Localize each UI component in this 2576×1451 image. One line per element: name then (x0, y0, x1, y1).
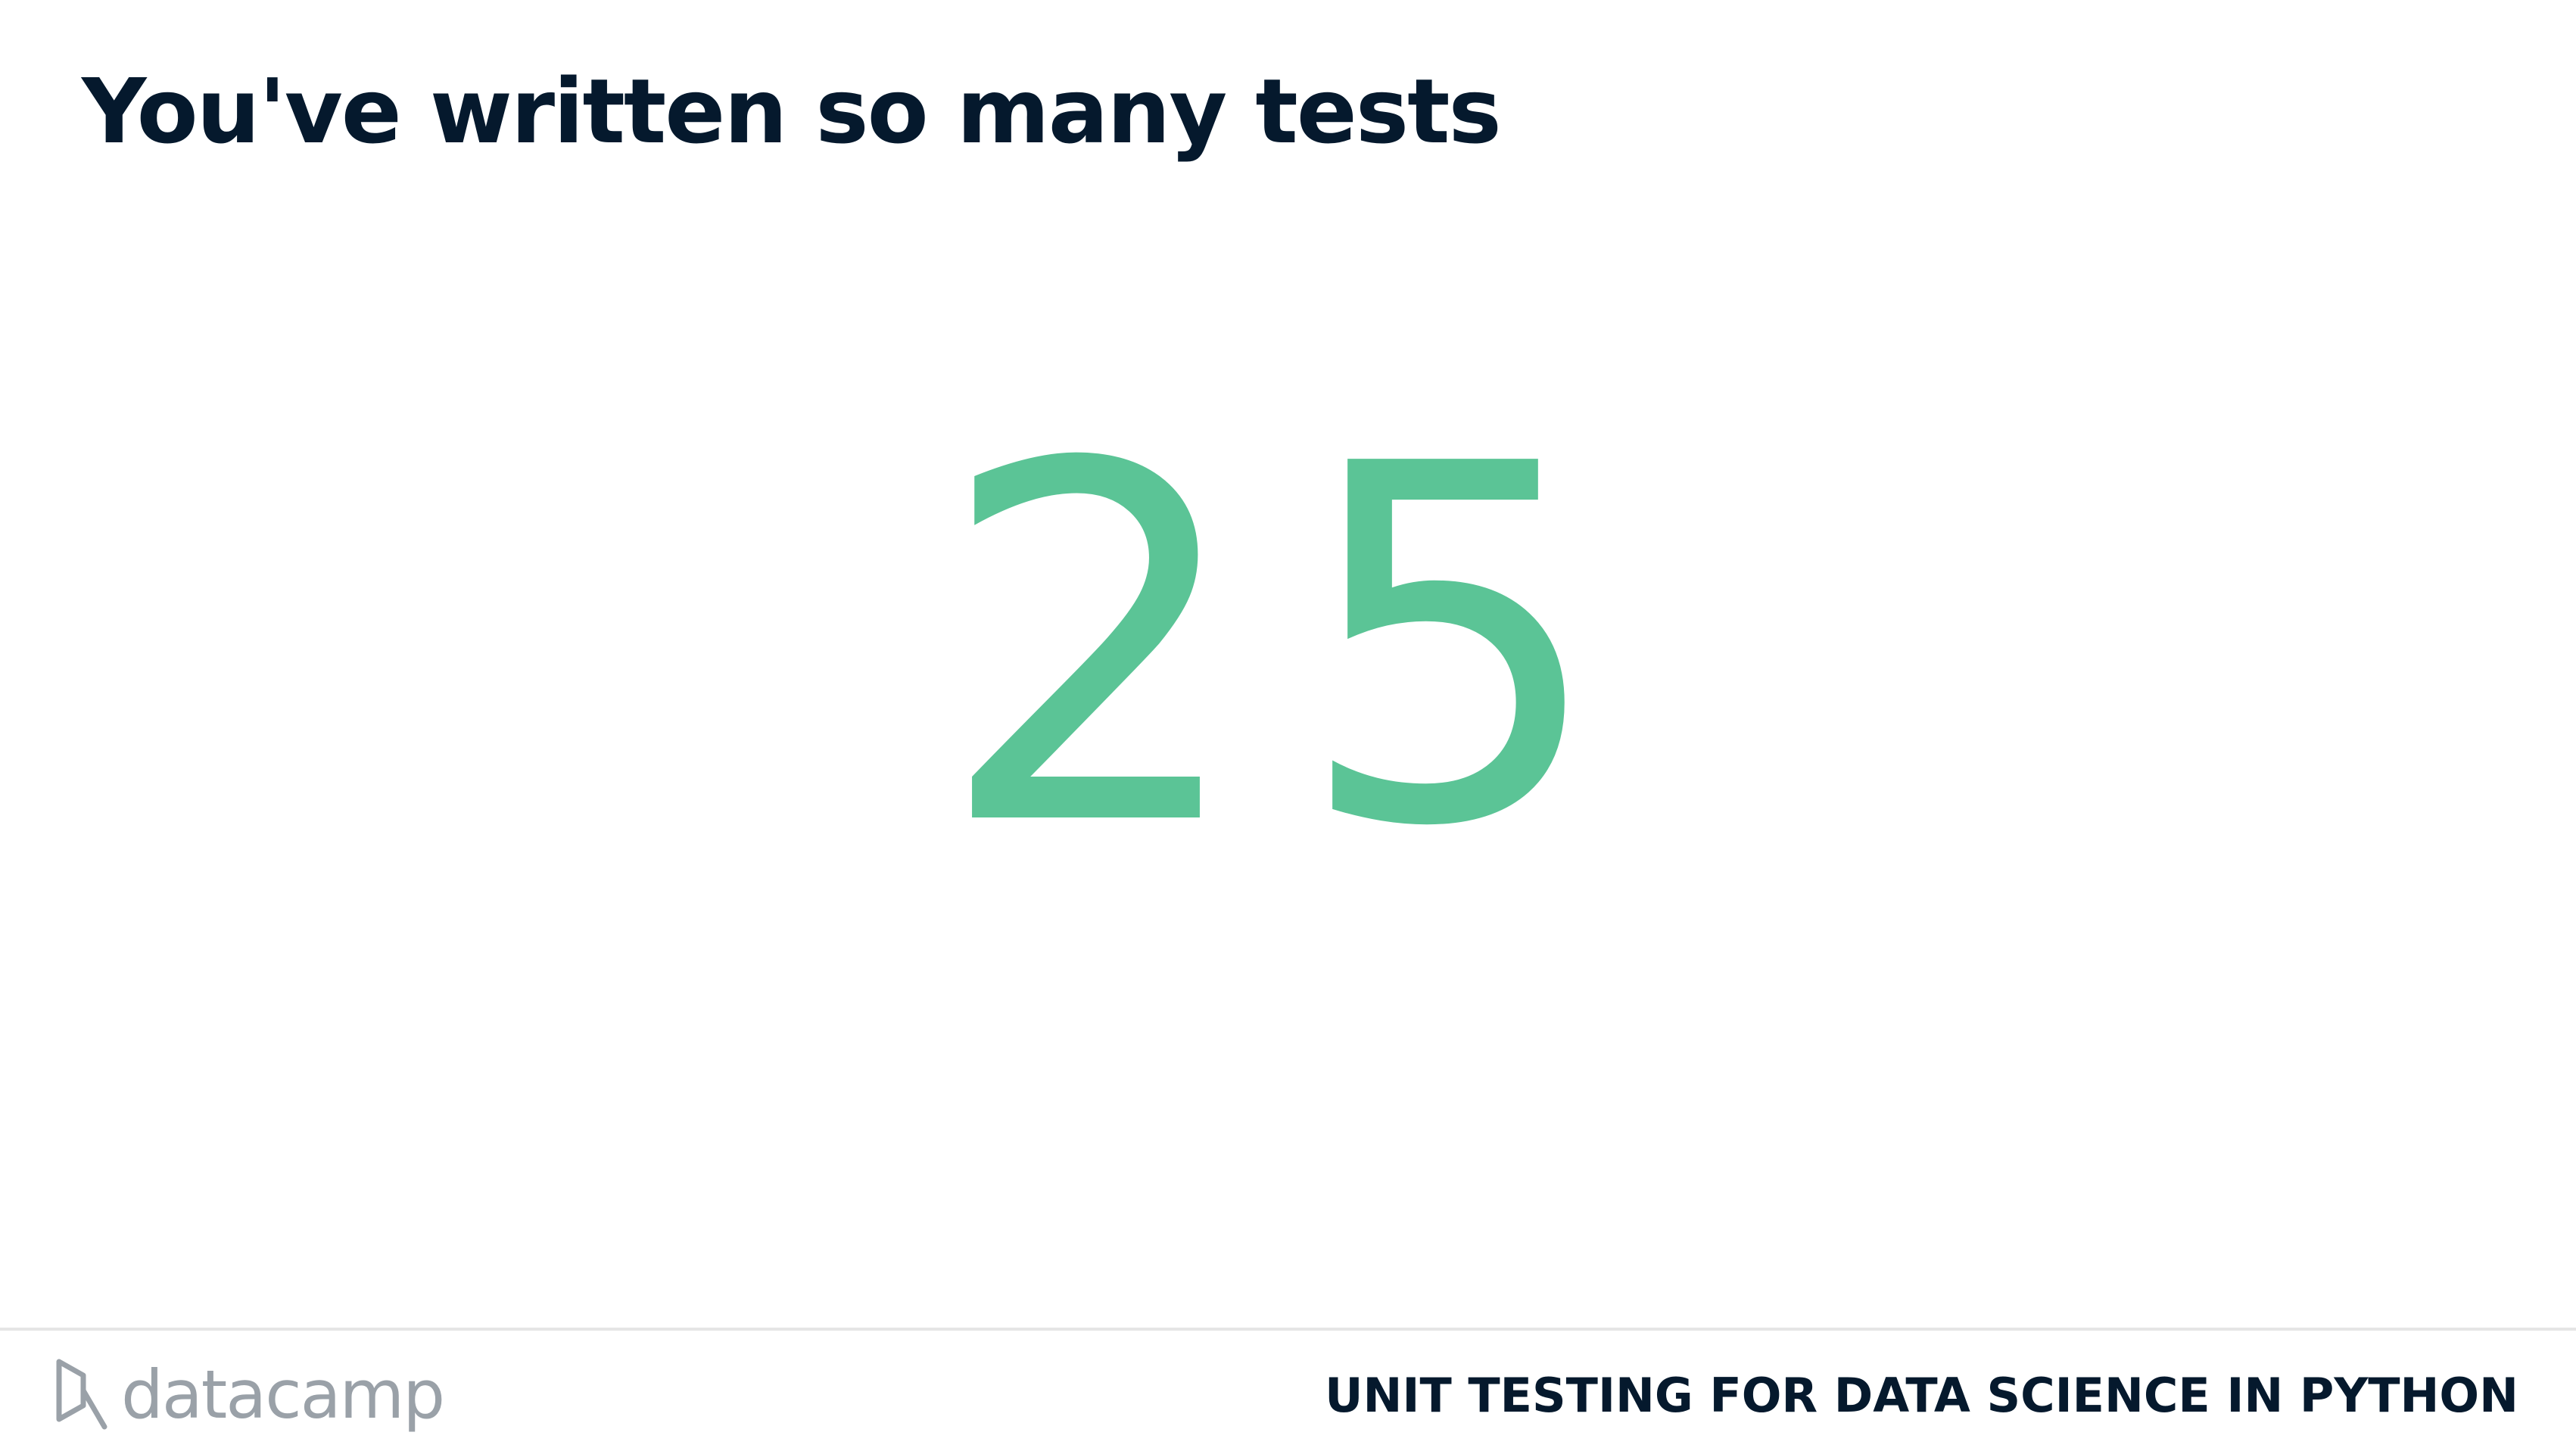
test-count-figure: 25 (969, 447, 1620, 848)
course-title: UNIT TESTING FOR DATA SCIENCE IN PYTHON (1325, 1368, 2518, 1423)
footer-divider (0, 1328, 2576, 1331)
test-count: 25 (969, 447, 1620, 848)
brand-name: datacamp (121, 1356, 445, 1434)
brand: datacamp (53, 1353, 445, 1437)
test-count-value: 25 (969, 447, 1620, 848)
slide-title: You've written so many tests (82, 59, 1502, 163)
slide-footer: datacamp UNIT TESTING FOR DATA SCIENCE I… (0, 1331, 2576, 1451)
datacamp-logo-icon (56, 1359, 107, 1430)
